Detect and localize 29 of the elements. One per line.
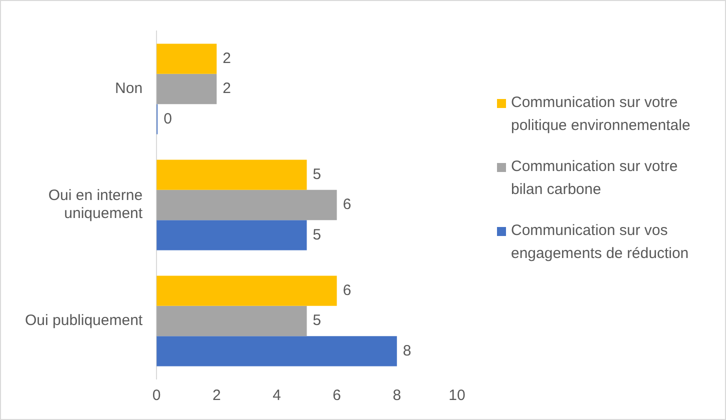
y-tick-label: Oui en interne uniquement xyxy=(48,187,144,222)
data-label: 0 xyxy=(164,110,172,128)
bar xyxy=(156,336,397,366)
bar xyxy=(156,160,307,190)
bar xyxy=(156,220,307,250)
y-tick-label: Non xyxy=(115,80,143,98)
data-label: 5 xyxy=(312,226,322,244)
x-tick-label: 0 xyxy=(152,387,161,404)
data-label: 6 xyxy=(342,196,352,214)
x-tick-label: 4 xyxy=(272,387,281,404)
x-tick-label: 6 xyxy=(332,387,341,404)
bar xyxy=(156,306,307,336)
bar xyxy=(156,190,337,220)
data-label: 2 xyxy=(222,80,232,98)
legend-label: Communication sur votre politique environnementale xyxy=(511,93,692,136)
data-label: 2 xyxy=(222,50,232,67)
bar xyxy=(156,44,217,74)
legend-label: Communication sur votre bilan carbone xyxy=(511,157,679,200)
data-label: 5 xyxy=(312,312,322,330)
x-tick-label: 2 xyxy=(212,387,221,404)
data-label: 6 xyxy=(342,282,352,299)
x-tick-label: 8 xyxy=(392,387,402,404)
x-tick-label: 10 xyxy=(448,387,466,404)
data-label: 8 xyxy=(402,342,412,360)
data-label: 5 xyxy=(312,166,322,183)
bar xyxy=(156,276,337,306)
bar xyxy=(156,74,217,104)
y-tick-label: Oui publiquement xyxy=(25,312,144,330)
legend-label: Communication sur vos engagements de réduction xyxy=(511,221,690,264)
